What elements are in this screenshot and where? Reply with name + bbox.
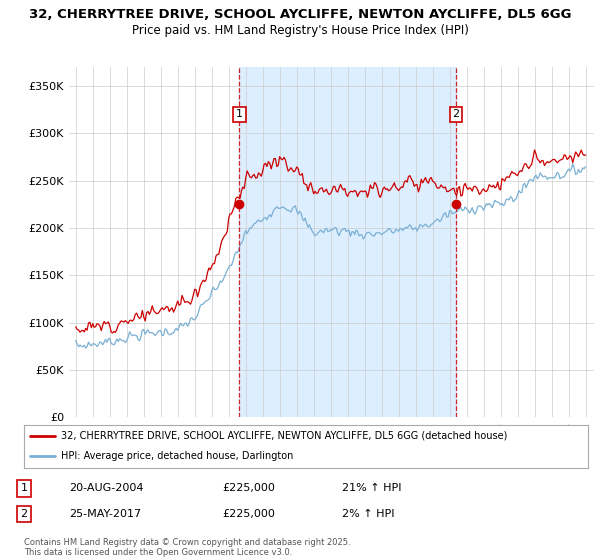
Text: 32, CHERRYTREE DRIVE, SCHOOL AYCLIFFE, NEWTON AYCLIFFE, DL5 6GG (detached house): 32, CHERRYTREE DRIVE, SCHOOL AYCLIFFE, N… xyxy=(61,431,507,441)
Text: 1: 1 xyxy=(20,483,28,493)
Text: 1: 1 xyxy=(236,110,243,119)
Text: £225,000: £225,000 xyxy=(222,483,275,493)
Text: 21% ↑ HPI: 21% ↑ HPI xyxy=(342,483,401,493)
Text: Contains HM Land Registry data © Crown copyright and database right 2025.
This d: Contains HM Land Registry data © Crown c… xyxy=(24,538,350,557)
Text: 20-AUG-2004: 20-AUG-2004 xyxy=(69,483,143,493)
Text: 2: 2 xyxy=(20,509,28,519)
Text: £225,000: £225,000 xyxy=(222,509,275,519)
Text: 2: 2 xyxy=(452,110,460,119)
Text: Price paid vs. HM Land Registry's House Price Index (HPI): Price paid vs. HM Land Registry's House … xyxy=(131,24,469,36)
Text: HPI: Average price, detached house, Darlington: HPI: Average price, detached house, Darl… xyxy=(61,451,293,461)
Text: 32, CHERRYTREE DRIVE, SCHOOL AYCLIFFE, NEWTON AYCLIFFE, DL5 6GG: 32, CHERRYTREE DRIVE, SCHOOL AYCLIFFE, N… xyxy=(29,8,571,21)
Text: 25-MAY-2017: 25-MAY-2017 xyxy=(69,509,141,519)
Bar xyxy=(239,67,456,417)
Text: 2% ↑ HPI: 2% ↑ HPI xyxy=(342,509,395,519)
